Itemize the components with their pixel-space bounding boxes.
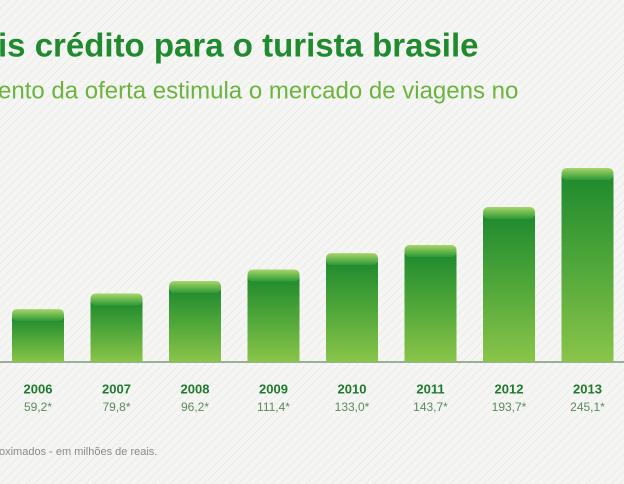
value-label: 79,8* <box>102 400 130 414</box>
x-tick-label: 2011 <box>416 381 444 396</box>
value-label: 96,2* <box>181 400 209 414</box>
bar-cap <box>169 280 221 293</box>
bar-cap <box>561 168 614 180</box>
value-label: 143,7* <box>413 400 448 414</box>
x-tick-label: 2009 <box>259 381 288 396</box>
chart-title: is crédito para o turista brasile <box>0 27 479 64</box>
value-label: 245,1* <box>570 400 605 414</box>
chart-subtitle: ento da oferta estimula o mercado de via… <box>0 77 518 104</box>
bar <box>483 215 535 362</box>
bar <box>404 252 457 362</box>
bar-cap <box>404 244 457 257</box>
x-tick-label: 2007 <box>102 381 131 396</box>
footnote: oximados - em milhões de reais. <box>0 446 157 458</box>
x-tick-label: 2006 <box>24 381 53 396</box>
bar <box>90 301 143 362</box>
bar <box>247 277 300 362</box>
x-tick-label: 2013 <box>573 381 602 396</box>
value-label: 133,0* <box>335 400 370 414</box>
bar <box>12 317 64 362</box>
bar-cap <box>90 293 143 306</box>
bar <box>561 176 614 362</box>
x-tick-label: 2010 <box>338 381 367 396</box>
bar-cap <box>483 207 535 220</box>
value-label: 111,4* <box>257 400 290 414</box>
value-label: 193,7* <box>492 400 527 414</box>
bar-cap <box>12 309 64 322</box>
x-tick-label: 2008 <box>181 381 210 396</box>
bar <box>169 288 221 362</box>
bar-cap <box>247 269 300 282</box>
bar <box>326 261 378 362</box>
x-tick-label: 2012 <box>495 381 524 396</box>
bar-cap <box>326 253 378 266</box>
value-label: 59,2* <box>24 400 52 414</box>
